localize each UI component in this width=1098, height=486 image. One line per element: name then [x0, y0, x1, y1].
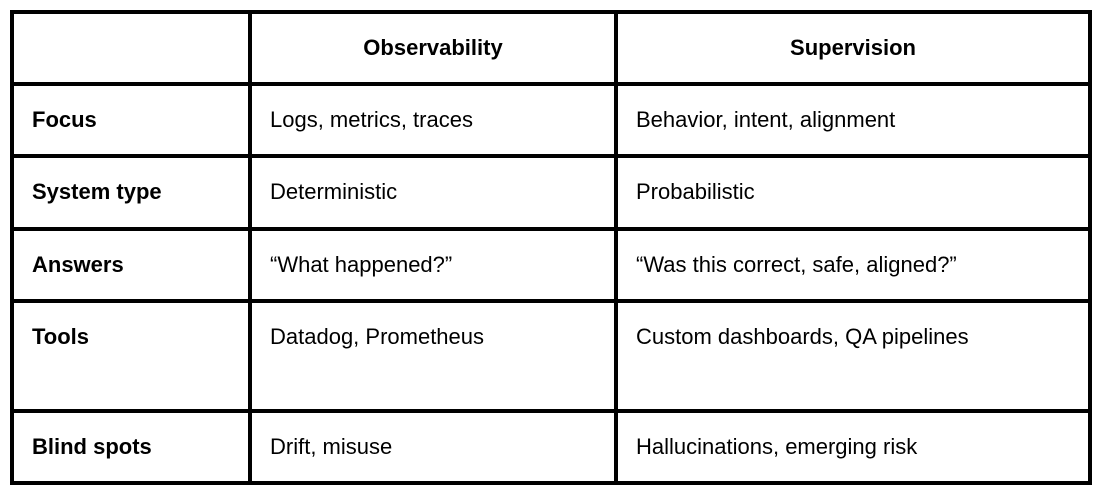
row-label-system-type: System type — [10, 154, 252, 231]
table-row-answers: Answers “What happened?” “Was this corre… — [10, 227, 1092, 303]
corner-cell — [10, 10, 252, 86]
table-row-system-type: System type Deterministic Probabilistic — [10, 154, 1092, 231]
cell-answers-supervision: “Was this correct, safe, aligned?” — [614, 227, 1092, 303]
comparison-table: Observability Supervision Focus Logs, me… — [10, 10, 1092, 485]
cell-blind-spots-observability: Drift, misuse — [248, 409, 618, 485]
cell-answers-observability: “What happened?” — [248, 227, 618, 303]
cell-focus-observability: Logs, metrics, traces — [248, 82, 618, 158]
table-row-tools: Tools Datadog, Prometheus Custom dashboa… — [10, 299, 1092, 413]
row-label-tools: Tools — [10, 299, 252, 413]
header-row: Observability Supervision — [10, 10, 1092, 86]
cell-focus-supervision: Behavior, intent, alignment — [614, 82, 1092, 158]
row-label-focus: Focus — [10, 82, 252, 158]
column-header-observability: Observability — [248, 10, 618, 86]
row-label-answers: Answers — [10, 227, 252, 303]
cell-tools-observability: Datadog, Prometheus — [248, 299, 618, 413]
cell-tools-supervision: Custom dashboards, QA pipelines — [614, 299, 1092, 413]
cell-system-type-observability: Deterministic — [248, 154, 618, 231]
column-header-supervision: Supervision — [614, 10, 1092, 86]
table-row-focus: Focus Logs, metrics, traces Behavior, in… — [10, 82, 1092, 158]
row-label-blind-spots: Blind spots — [10, 409, 252, 485]
cell-system-type-supervision: Probabilistic — [614, 154, 1092, 231]
table-row-blind-spots: Blind spots Drift, misuse Hallucinations… — [10, 409, 1092, 485]
cell-blind-spots-supervision: Hallucinations, emerging risk — [614, 409, 1092, 485]
